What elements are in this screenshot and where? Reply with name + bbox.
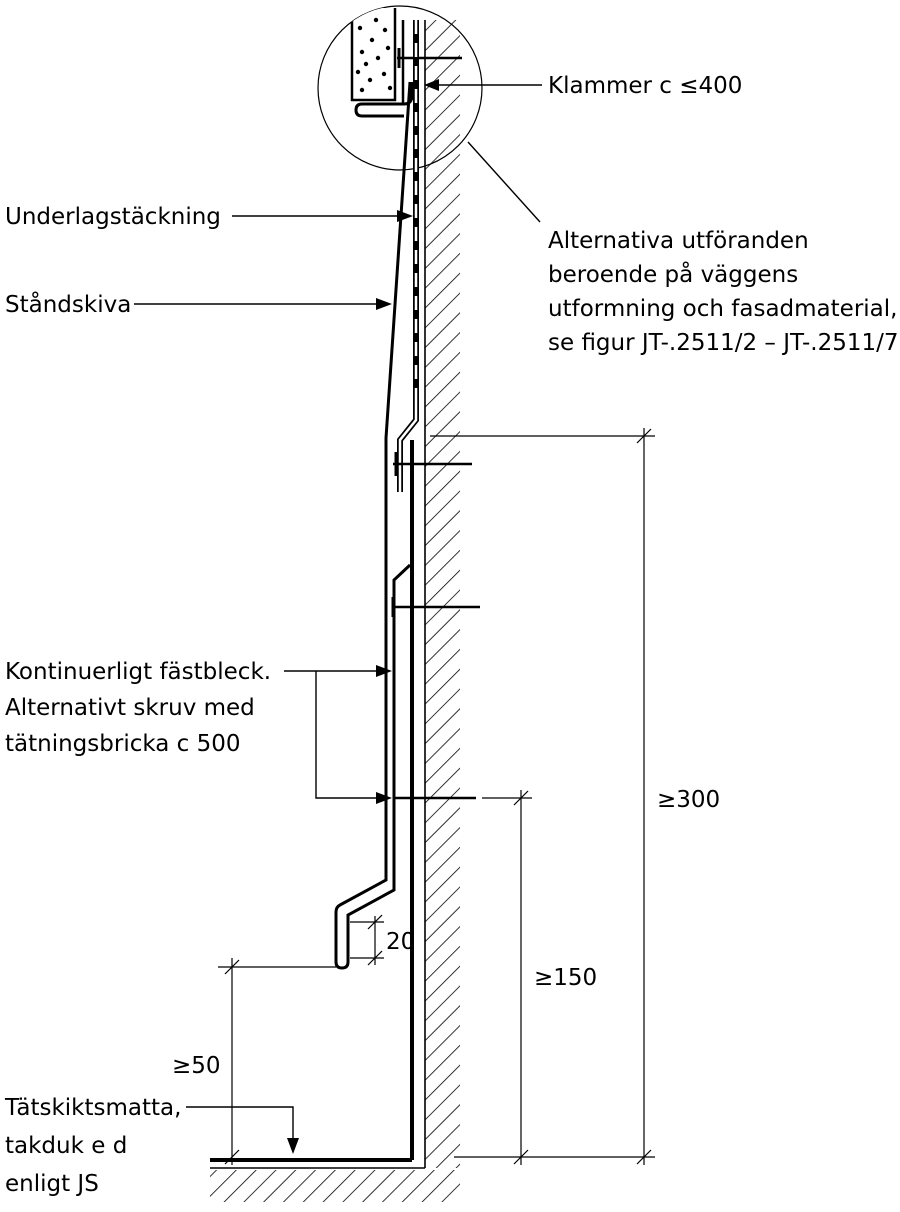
label-fastbleck-3: tätningsbricka c 500	[5, 731, 241, 757]
klammer-hook	[354, 82, 414, 118]
label-fastbleck-2: Alternativt skruv med	[5, 695, 255, 721]
detail-circle	[317, 5, 483, 171]
roof-slab-hatch	[210, 1170, 460, 1202]
label-alternativa-3: utformning och fasadmaterial,	[548, 296, 897, 322]
label-underlag: Underlagstäckning	[5, 204, 221, 230]
label-tatskikt-2: takduk e d	[5, 1133, 127, 1159]
label-klammer: Klammer c ≤400	[548, 73, 742, 99]
arrowheads	[287, 79, 439, 1154]
label-alternativa-4: se figur JT-.2511/2 – JT-.2511/7	[548, 330, 899, 356]
label-alternativa-1: Alternativa utföranden	[548, 228, 809, 254]
dim-50: ≥50	[172, 1053, 221, 1079]
dim-20: 20	[386, 929, 415, 955]
facade-element	[350, 8, 397, 102]
standing-board	[334, 81, 412, 970]
dim-150: ≥150	[534, 965, 597, 991]
dimension-lines	[218, 428, 655, 1165]
label-tatskikt-1: Tätskiktsmatta,	[4, 1095, 181, 1121]
label-tatskikt-3: enligt JS	[5, 1171, 99, 1197]
leader-lines	[134, 84, 542, 1140]
wall-hatch	[425, 20, 460, 1168]
label-alternativa-2: beroende på väggens	[548, 260, 798, 288]
label-standskiva: Ståndskiva	[5, 290, 131, 318]
dim-300: ≥300	[657, 787, 720, 813]
label-fastbleck-1: Kontinuerligt fästbleck.	[5, 659, 271, 685]
